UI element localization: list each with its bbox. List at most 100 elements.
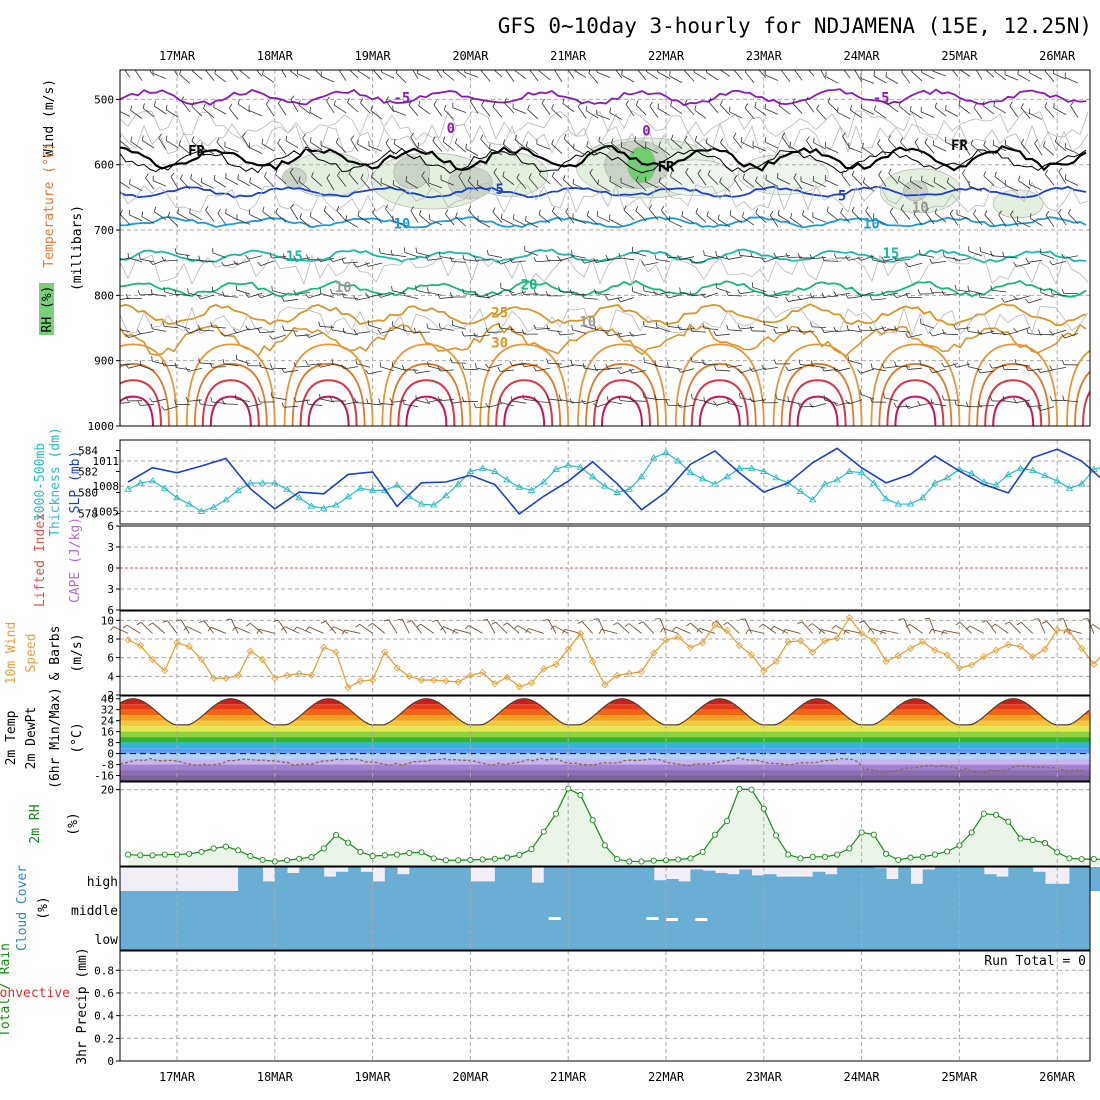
wind-barb	[994, 176, 1007, 186]
wind-barb-flag	[1014, 359, 1017, 365]
wind-barb-flag	[1061, 359, 1065, 365]
wind-barb-flag	[442, 136, 446, 142]
rh-point	[748, 786, 755, 793]
wind-speed-point	[307, 671, 316, 680]
wind-barb-10m	[662, 627, 679, 634]
thickness-point	[625, 485, 634, 492]
wind-speed-point	[197, 655, 206, 664]
wind-barb	[608, 367, 623, 370]
wind-barb	[944, 363, 959, 368]
wind-barb-flag	[661, 205, 665, 211]
wind-barb	[428, 291, 443, 296]
wind-barb	[824, 295, 839, 298]
wind-barb	[910, 180, 923, 190]
wind-barb-flag	[586, 210, 590, 216]
wind-barb	[356, 262, 371, 268]
wind-barb	[1016, 295, 1031, 301]
wind-barb	[214, 73, 227, 83]
wind-barb-10m-flag	[136, 621, 142, 626]
wind-barb-flag	[129, 179, 131, 185]
wind-speed-point	[381, 648, 389, 656]
wind-barb-flag	[130, 136, 133, 142]
thickness-point	[1016, 464, 1025, 471]
wind-barb-flag	[1013, 398, 1017, 403]
wind-barb	[932, 260, 947, 264]
wind-barb	[620, 182, 635, 189]
wind-speed-point	[711, 621, 719, 629]
wind-barb-flag	[694, 135, 698, 141]
wind-barb	[297, 73, 311, 80]
wind-barb	[410, 210, 419, 223]
wind-barb-flag	[209, 362, 213, 368]
thickness-point	[539, 478, 548, 485]
wind-barb-flag	[637, 65, 639, 69]
wind-barb	[1040, 253, 1055, 259]
wind-barb	[284, 370, 299, 373]
wind-barb-flag	[946, 177, 950, 183]
temperature-contour	[503, 395, 546, 426]
wind-barb-flag	[114, 296, 117, 300]
temperature-contour	[870, 343, 961, 426]
wind-barb	[645, 146, 659, 154]
wind-speed-point	[784, 638, 792, 646]
wind-barb-10m	[411, 620, 422, 634]
wind-barb-flag	[458, 171, 463, 177]
wind-barb-flag	[551, 171, 555, 177]
wind-barb-flag	[161, 405, 165, 411]
wind-barb-flag	[1070, 101, 1074, 107]
wind-barb	[621, 74, 635, 83]
wind-barb	[152, 73, 167, 80]
wind-barb-10m	[507, 622, 520, 634]
wind-barb	[691, 330, 707, 333]
wind-barb-flag	[341, 400, 345, 405]
wind-barb-flag	[665, 293, 669, 299]
wind-barb-flag	[929, 258, 933, 264]
wind-barb	[440, 179, 455, 186]
thickness-point	[124, 485, 132, 492]
thickness-point	[882, 494, 890, 502]
wind-barb-flag	[706, 210, 709, 216]
wind-barb-flag	[975, 64, 978, 68]
rh-point	[442, 857, 450, 864]
wind-barb-10m	[690, 622, 703, 634]
cloud-high-bar	[1093, 867, 1100, 891]
wind-speed-point	[894, 652, 902, 660]
wind-barb-flag	[894, 325, 897, 331]
wind-barb-flag	[114, 257, 117, 261]
thickness-point	[564, 461, 572, 468]
temperature-contour	[577, 343, 667, 426]
wind-barb-10m-flag	[624, 623, 630, 627]
wind-barb-flag	[270, 392, 273, 398]
wind-barb-flag	[551, 139, 554, 145]
rh2m-panel: 20	[101, 781, 1100, 867]
wind-barb-flag	[953, 324, 957, 330]
wind-barb-flag	[470, 97, 474, 102]
wind-barb	[848, 329, 863, 333]
wind-barb	[332, 363, 347, 368]
wind-barb	[572, 401, 587, 404]
rh-point	[1054, 849, 1061, 856]
wind-barb-flag	[1025, 366, 1029, 371]
wind-barb-flag	[480, 134, 484, 140]
wind-barb-flag	[958, 100, 961, 106]
slp-tick-label: 1008	[93, 480, 120, 493]
wind-barb-flag	[942, 329, 945, 335]
temperature-contour	[209, 395, 252, 426]
wind-barb	[154, 211, 167, 221]
wind-barb-flag	[629, 331, 633, 337]
wind-barb-flag	[378, 248, 381, 254]
wind-speed-point	[173, 639, 181, 647]
wind-barb	[238, 103, 251, 113]
wind-barb-10m-flag	[1004, 621, 1010, 625]
contour-line	[120, 185, 1087, 199]
wind-barb-flag	[262, 206, 265, 212]
wind-barb	[248, 327, 263, 331]
thickness-point	[552, 465, 560, 472]
wind-barb-flag	[341, 258, 345, 264]
wind-barb	[820, 70, 827, 80]
wind-barb	[777, 177, 791, 185]
wind-barb-flag	[614, 63, 617, 67]
wind-barb-flag	[1009, 101, 1013, 107]
thickness-point	[992, 481, 1000, 488]
wind-barb-10m	[959, 622, 972, 634]
